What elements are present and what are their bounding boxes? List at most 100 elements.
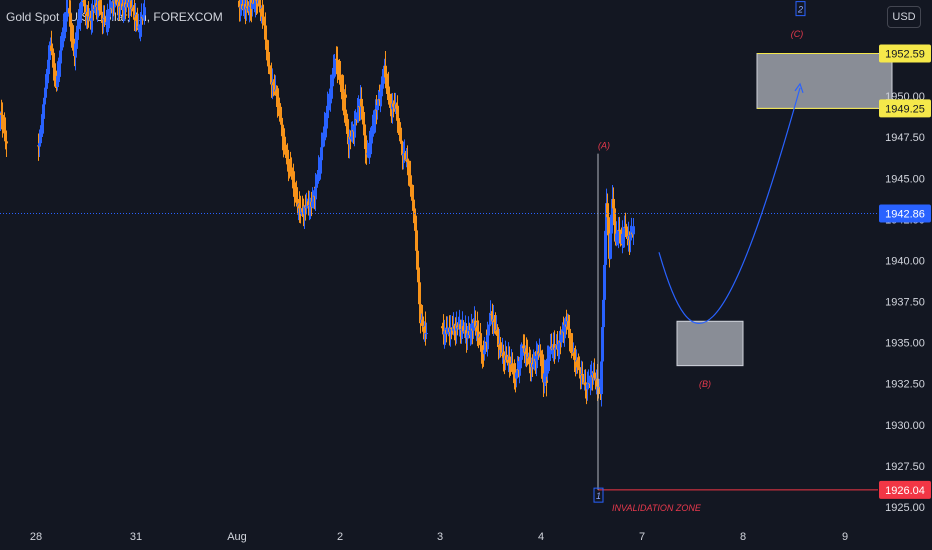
- candle: [526, 339, 529, 366]
- projection-path[interactable]: [658, 87, 801, 325]
- candle: [353, 110, 356, 147]
- y-tick-label: 1935.00: [885, 338, 925, 350]
- candle-body: [387, 86, 390, 97]
- candle: [625, 223, 628, 239]
- candle: [80, 0, 83, 23]
- candle: [281, 117, 284, 151]
- candle-body: [557, 344, 560, 350]
- candle: [345, 112, 348, 123]
- candle-body: [412, 199, 415, 209]
- candle-body: [512, 371, 515, 374]
- candle-body: [561, 331, 564, 335]
- candle: [568, 315, 571, 352]
- candle: [533, 352, 536, 371]
- candle: [251, 0, 254, 17]
- candle: [238, 0, 241, 22]
- candle-body: [380, 84, 383, 92]
- target-top-price-label-text: 1952.59: [885, 49, 925, 61]
- candle-body: [607, 217, 610, 236]
- candle: [604, 225, 607, 268]
- candle-body: [535, 356, 538, 362]
- candle-body: [577, 367, 580, 369]
- candle: [421, 304, 424, 332]
- candle: [284, 136, 287, 157]
- candle-body: [363, 124, 366, 136]
- candle: [76, 25, 79, 49]
- candle: [361, 104, 364, 121]
- candle-body: [341, 96, 344, 100]
- candle: [487, 324, 490, 350]
- invalidation-price-label: 1926.04: [879, 480, 931, 499]
- candle: [476, 311, 479, 347]
- candle-body: [108, 8, 111, 18]
- candle: [489, 300, 492, 326]
- candle: [5, 140, 8, 157]
- candle: [369, 127, 372, 158]
- candle-body: [83, 1, 86, 7]
- candle-body: [497, 335, 500, 345]
- y-tick-label: 1937.50: [885, 297, 925, 309]
- candle: [84, 0, 87, 26]
- candle-body: [261, 7, 264, 17]
- candle-body: [612, 198, 615, 209]
- candle: [354, 109, 357, 138]
- candle-body: [294, 192, 297, 195]
- candle-body: [4, 130, 7, 142]
- x-axis[interactable]: 28 31 Aug 2 3 4 7 8 9: [30, 531, 848, 543]
- candle: [242, 0, 245, 17]
- candle-body: [606, 203, 609, 218]
- candle-body: [616, 233, 619, 235]
- candle-body: [388, 96, 391, 99]
- candle-body: [482, 353, 485, 355]
- candle-body: [573, 352, 576, 360]
- candle-body: [112, 1, 115, 3]
- candle: [518, 360, 521, 384]
- candle-body: [415, 230, 418, 251]
- candle-body: [79, 8, 82, 18]
- candle-body: [100, 11, 103, 13]
- candle: [443, 319, 446, 349]
- wave-label: (B): [699, 379, 711, 389]
- candle-body: [38, 143, 41, 147]
- candle-body: [77, 19, 80, 30]
- currency-button[interactable]: USD: [887, 6, 921, 28]
- candle-body: [511, 363, 514, 372]
- candle: [64, 19, 67, 39]
- candle-body: [579, 368, 582, 376]
- retrace-zone[interactable]: [676, 320, 744, 367]
- candle-body: [569, 337, 572, 339]
- candle-body: [369, 141, 372, 143]
- candle-body: [272, 82, 275, 86]
- candle-body: [98, 0, 101, 11]
- candle-body: [459, 324, 462, 330]
- candle: [459, 319, 462, 344]
- target-zone[interactable]: [756, 53, 893, 109]
- candle-body: [107, 17, 110, 19]
- candle-body: [545, 368, 548, 372]
- candle: [525, 337, 528, 368]
- candle: [65, 0, 68, 32]
- candle-body: [57, 67, 60, 76]
- wave-badge-box: [593, 487, 604, 503]
- candle-body: [295, 194, 298, 200]
- candle-body: [273, 85, 276, 92]
- x-tick-label: 2: [337, 531, 343, 543]
- candle-body: [84, 6, 87, 15]
- candle: [268, 51, 271, 70]
- candle: [101, 11, 104, 35]
- candle: [96, 0, 99, 22]
- candle-body: [563, 324, 566, 333]
- candle-body: [382, 73, 385, 84]
- wave-badge-box: [795, 1, 806, 17]
- candle: [296, 187, 299, 215]
- candle-body: [632, 226, 635, 235]
- candle: [563, 318, 566, 347]
- candle-body: [425, 333, 428, 335]
- candle: [98, 0, 101, 16]
- candle-body: [133, 11, 136, 18]
- candle-body: [335, 58, 338, 60]
- candle-body: [52, 55, 55, 68]
- current-price-label-bg: [879, 204, 931, 223]
- candle-body: [75, 39, 78, 44]
